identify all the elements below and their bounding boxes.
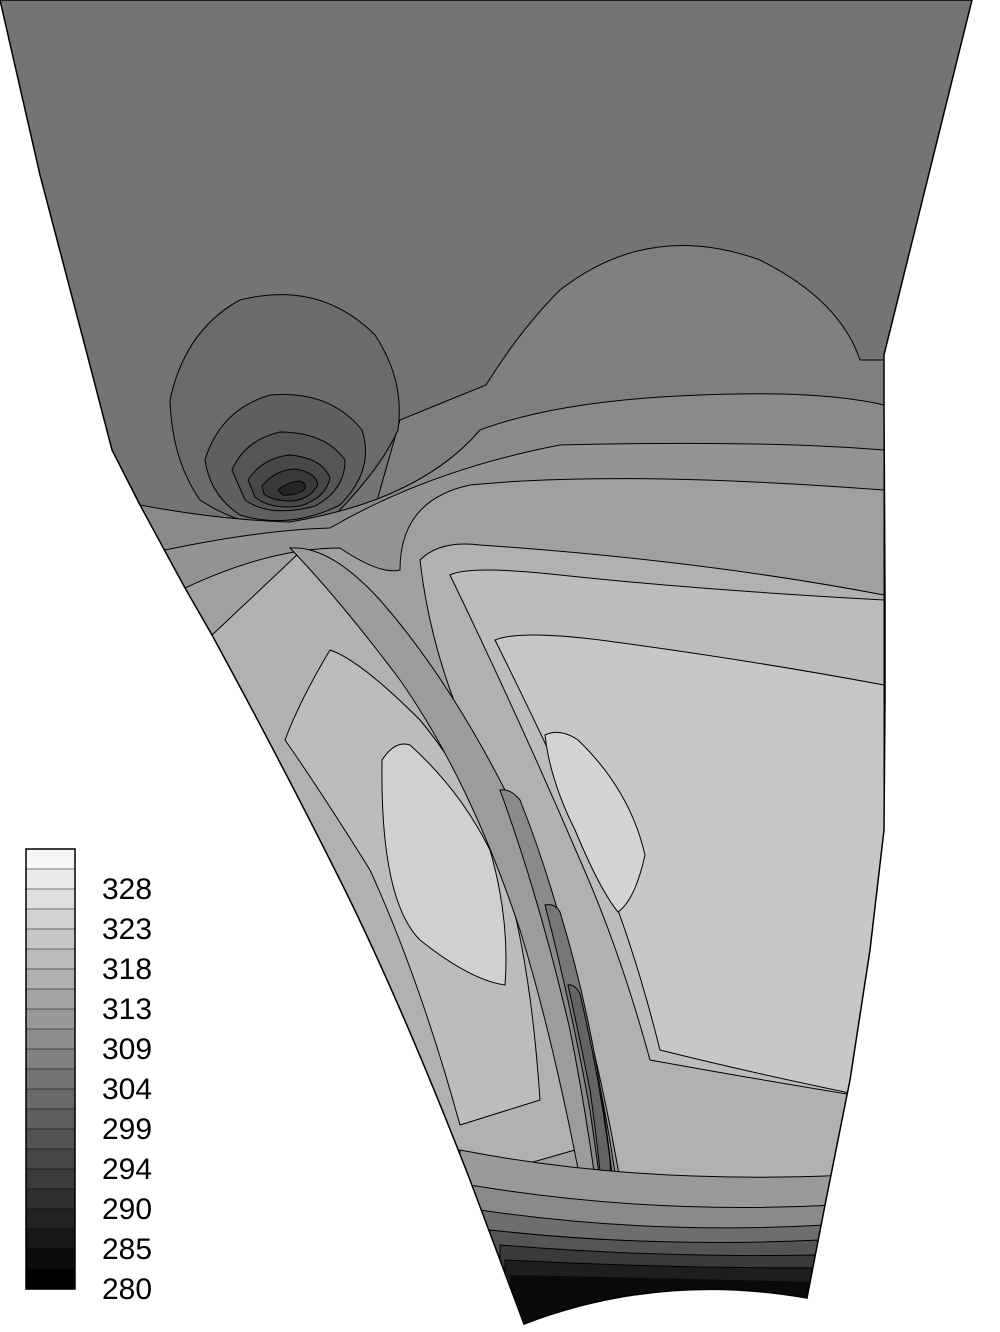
legend-swatch — [26, 1029, 75, 1050]
legend-swatches — [26, 848, 75, 1290]
legend-swatch — [26, 1009, 75, 1030]
legend-swatch — [26, 909, 75, 930]
legend-swatch — [26, 889, 75, 910]
domain-outline — [0, 0, 973, 1325]
legend-swatch — [26, 1109, 75, 1130]
legend-label: 309 — [102, 1033, 152, 1066]
legend-label: 323 — [102, 913, 152, 946]
legend-swatch — [26, 949, 75, 970]
legend-swatch — [26, 1209, 75, 1230]
legend-label: 313 — [102, 993, 152, 1026]
legend-label: 304 — [102, 1073, 152, 1106]
legend-label: 280 — [102, 1273, 152, 1306]
legend-label: 318 — [102, 953, 152, 986]
legend-swatch — [26, 969, 75, 990]
legend-labels: 328 323 318 313 309 304 299 294 290 285 280 — [102, 873, 152, 1306]
legend-label: 294 — [102, 1153, 152, 1186]
legend-swatch — [26, 1089, 75, 1110]
legend-swatch — [26, 929, 75, 950]
legend-frame — [25, 848, 76, 1290]
legend-swatch — [26, 1149, 75, 1170]
legend-label: 285 — [102, 1233, 152, 1266]
legend-swatch — [26, 849, 75, 870]
legend-swatch — [26, 1049, 75, 1070]
contour-band-right-peak — [544, 731, 646, 913]
legend-label: 290 — [102, 1193, 152, 1226]
legend-swatch — [26, 1249, 75, 1270]
legend-swatch — [26, 1129, 75, 1150]
legend-swatch — [26, 1269, 75, 1290]
contour-band-vortex-core — [277, 480, 306, 496]
legend-swatch — [26, 1169, 75, 1190]
color-legend: 328 323 318 313 309 304 299 294 290 285 280 — [25, 848, 152, 1306]
legend-swatch — [26, 1189, 75, 1210]
legend-swatch — [26, 989, 75, 1010]
legend-label: 328 — [102, 873, 152, 906]
legend-label: 299 — [102, 1113, 152, 1146]
contour-band-left-peak — [381, 743, 507, 986]
legend-swatch — [26, 1229, 75, 1250]
legend-swatch — [26, 1069, 75, 1090]
legend-swatch — [26, 869, 75, 890]
contour-band-hub-7 — [510, 1275, 810, 1324]
